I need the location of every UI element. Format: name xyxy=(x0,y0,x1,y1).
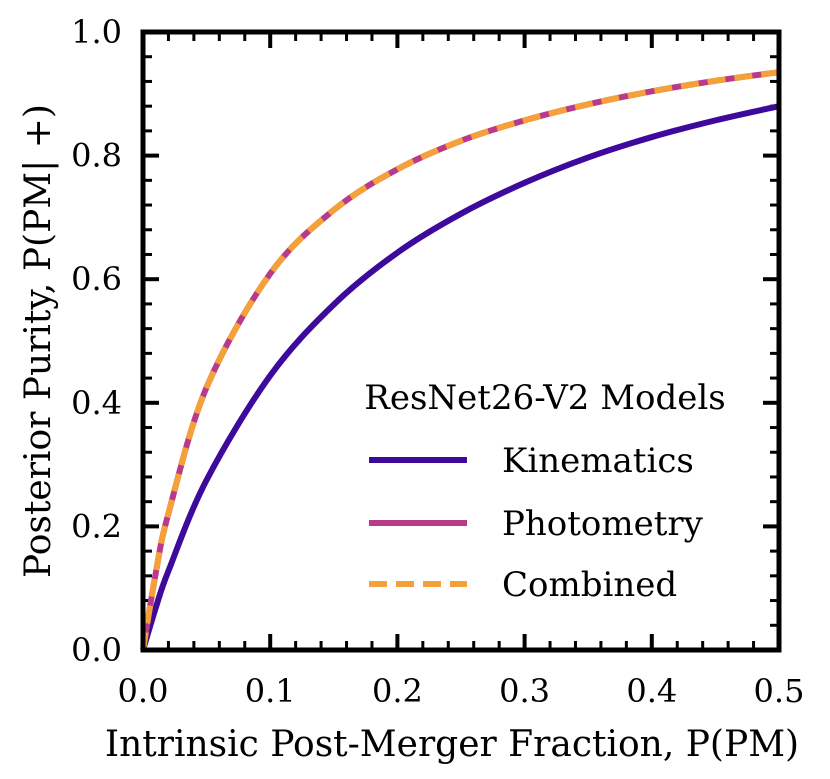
series-line-kinematics xyxy=(140,103,780,651)
x-tick-label: 0.2 xyxy=(372,672,423,710)
tick-labels-layer: 0.0 0.1 0.2 0.3 0.4 0.5 0.0 0.2 0.4 0.6 0.8 1.0 xyxy=(71,13,804,710)
legend-label-photometry: Photometry xyxy=(502,504,704,544)
x-tick-label: 0.5 xyxy=(754,672,805,710)
legend: ResNet26-V2 Models Kinematics Photometry… xyxy=(364,378,725,605)
x-tick-label: 0.1 xyxy=(245,672,296,710)
y-tick-label: 0.8 xyxy=(71,137,122,175)
y-tick-label: 0.2 xyxy=(71,507,122,545)
x-tick-label: 0.0 xyxy=(118,672,169,710)
y-tick-label: 0.0 xyxy=(71,631,122,669)
series-layer xyxy=(140,69,780,651)
y-axis-label: Posterior Purity, P(PM| +) xyxy=(18,104,59,578)
ticks-layer xyxy=(141,30,781,652)
y-tick-label: 1.0 xyxy=(71,13,122,51)
plot-frame xyxy=(140,29,782,653)
legend-title: ResNet26-V2 Models xyxy=(364,378,725,418)
y-tick-label: 0.6 xyxy=(71,260,122,298)
series-line-combined xyxy=(140,69,780,651)
series-line-photometry xyxy=(140,69,780,651)
x-tick-label: 0.3 xyxy=(499,672,550,710)
y-tick-label: 0.4 xyxy=(71,384,122,422)
x-tick-label: 0.4 xyxy=(626,672,677,710)
legend-label-combined: Combined xyxy=(502,565,677,605)
legend-label-kinematics: Kinematics xyxy=(502,441,694,481)
x-axis-label: Intrinsic Post-Merger Fraction, P(PM) xyxy=(105,724,799,765)
